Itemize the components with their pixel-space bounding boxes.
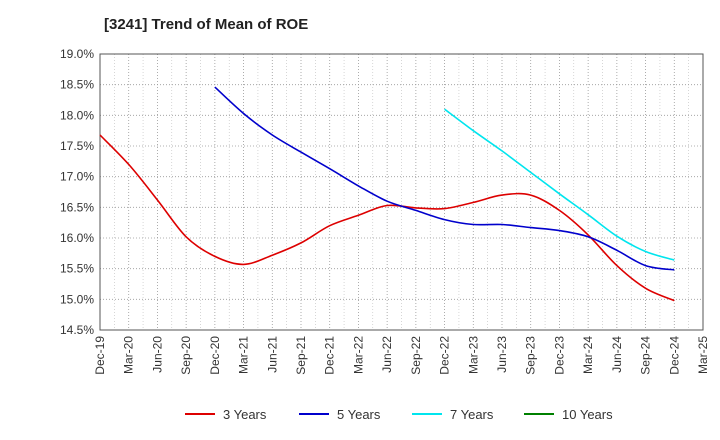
- legend-label: 5 Years: [337, 407, 381, 422]
- y-tick-label: 18.5%: [60, 78, 94, 92]
- x-axis-ticks: Dec-19 Mar-20 Jun-20 Sep-20 Dec-20 Mar-21 Jun-…: [93, 336, 710, 375]
- x-tick-label: Mar-20: [122, 336, 136, 374]
- x-tick-label: Jun-23: [495, 336, 509, 373]
- x-tick-label: Dec-24: [667, 336, 681, 375]
- x-tick-label: Dec-23: [552, 336, 566, 375]
- legend-label: 7 Years: [450, 407, 494, 422]
- x-tick-label: Mar-25: [696, 336, 710, 374]
- series-line-5-years: [214, 86, 675, 271]
- y-tick-label: 17.5%: [60, 139, 94, 153]
- x-tick-label: Sep-24: [639, 336, 653, 375]
- legend-label: 3 Years: [223, 407, 267, 422]
- y-tick-label: 14.5%: [60, 323, 94, 337]
- x-tick-label: Dec-22: [438, 336, 452, 375]
- x-tick-label: Jun-20: [150, 336, 164, 373]
- x-tick-label: Dec-19: [93, 336, 107, 375]
- x-tick-label: Mar-24: [581, 336, 595, 374]
- x-tick-label: Sep-20: [179, 336, 193, 375]
- x-tick-label: Sep-21: [294, 336, 308, 375]
- y-axis-ticks: 19.0% 18.5% 18.0% 17.5% 17.0% 16.5% 16.0% 15.5%…: [60, 47, 94, 337]
- x-tick-label: Dec-21: [323, 336, 337, 375]
- y-tick-label: 15.0%: [60, 292, 94, 306]
- y-tick-label: 19.0%: [60, 47, 94, 61]
- y-tick-label: 16.0%: [60, 231, 94, 245]
- legend: 3 Years 5 Years 7 Years 10 Years: [185, 407, 613, 422]
- series-line-7-years: [444, 108, 675, 261]
- series-line-3-years: [99, 134, 675, 302]
- plot-area: [99, 53, 704, 331]
- chart-title: [3241] Trend of Mean of ROE: [104, 16, 309, 33]
- x-tick-label: Sep-22: [409, 336, 423, 375]
- legend-label: 10 Years: [562, 407, 613, 422]
- y-tick-label: 15.5%: [60, 262, 94, 276]
- x-tick-label: Sep-23: [524, 336, 538, 375]
- x-tick-label: Jun-21: [265, 336, 279, 373]
- grid-lines: [100, 54, 703, 330]
- y-tick-label: 17.0%: [60, 170, 94, 184]
- x-tick-label: Jun-22: [380, 336, 394, 373]
- x-tick-label: Mar-23: [466, 336, 480, 374]
- x-tick-label: Dec-20: [208, 336, 222, 375]
- x-tick-label: Mar-22: [351, 336, 365, 374]
- y-tick-label: 18.0%: [60, 108, 94, 122]
- series-lines: [99, 86, 675, 302]
- x-tick-label: Mar-21: [237, 336, 251, 374]
- y-tick-label: 16.5%: [60, 200, 94, 214]
- x-tick-label: Jun-24: [610, 336, 624, 373]
